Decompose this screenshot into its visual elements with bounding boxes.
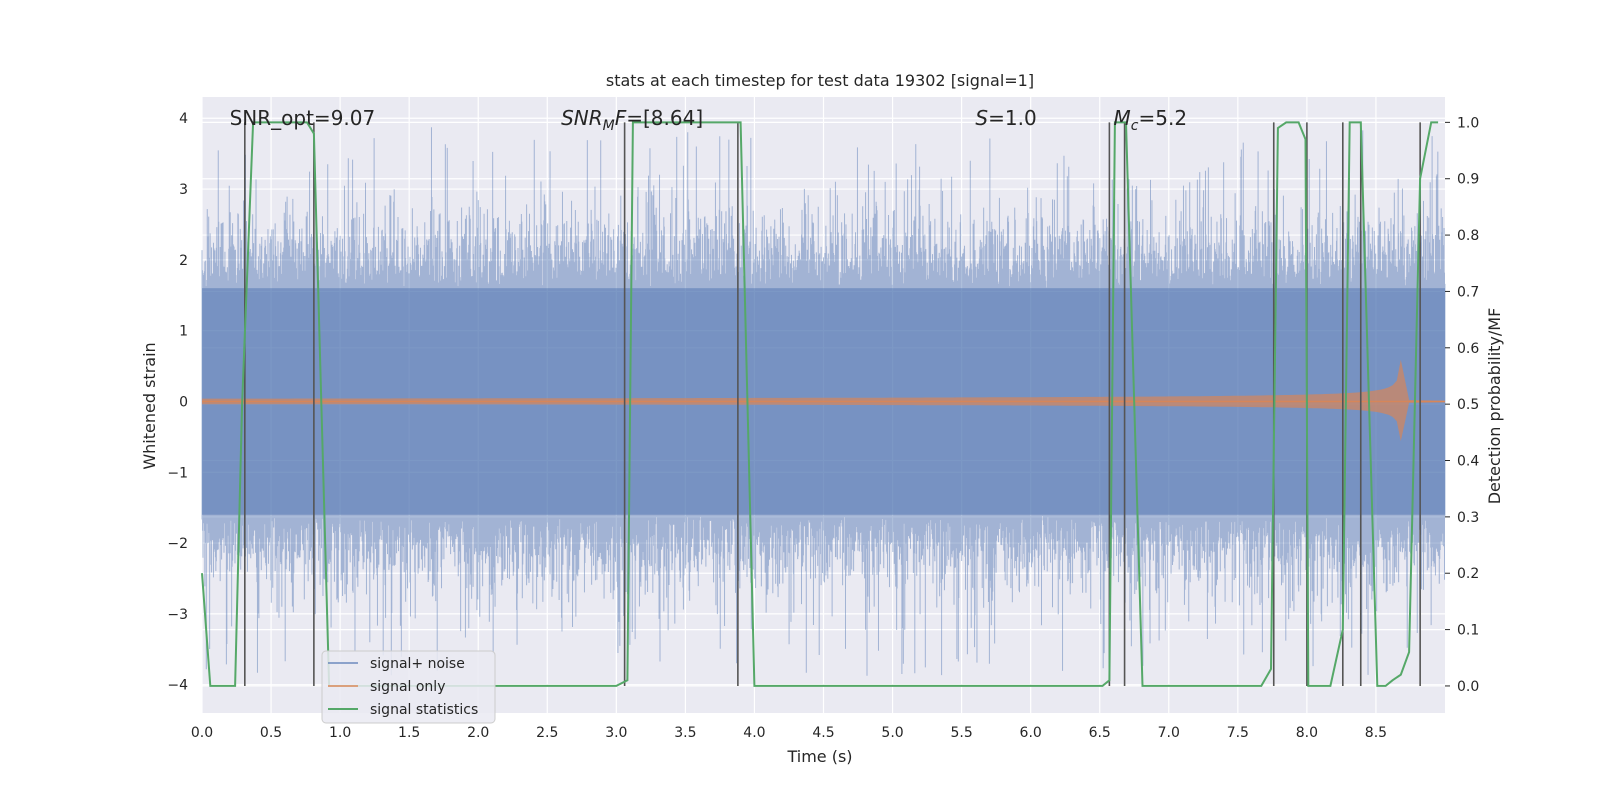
x-tick-label: 0.5 bbox=[260, 725, 282, 741]
y-right-tick-label: 0.7 bbox=[1457, 284, 1479, 300]
signal-only-trace bbox=[202, 359, 1445, 442]
y-right-tick-label: 0.8 bbox=[1457, 228, 1479, 244]
y-right-tick-label: 0.6 bbox=[1457, 341, 1479, 357]
annotation-italic-suffix: F bbox=[615, 106, 627, 130]
legend: signal+ noise signal only signal statist… bbox=[321, 650, 496, 724]
y-axis-label: Whitened strain bbox=[140, 342, 159, 469]
legend-item-signal: signal only bbox=[370, 679, 445, 695]
signal-chirp-envelope bbox=[202, 359, 1445, 442]
annotation-mc: Mc=5.2 bbox=[1114, 106, 1188, 134]
annotation-s-stat: S=1.0 bbox=[975, 106, 1036, 130]
y-tick-label: −3 bbox=[167, 607, 188, 623]
x-tick-label: 2.5 bbox=[536, 725, 558, 741]
y-tick-label: −4 bbox=[167, 678, 188, 694]
x-tick-label: 5.5 bbox=[950, 725, 972, 741]
x-tick-label: 7.5 bbox=[1227, 725, 1249, 741]
legend-box bbox=[321, 650, 496, 724]
x-tick-label: 1.0 bbox=[329, 725, 351, 741]
x-tick-label: 7.0 bbox=[1158, 725, 1180, 741]
annotation-subscript: c bbox=[1131, 118, 1139, 134]
annotation-value: =[8.64] bbox=[626, 106, 703, 130]
x-tick-label: 3.5 bbox=[674, 725, 696, 741]
y-tick-label: 0 bbox=[179, 394, 188, 410]
annotation-base: S bbox=[975, 106, 988, 130]
x-tick-label: 6.5 bbox=[1089, 725, 1111, 741]
annotations: SNR_opt=9.07 SNRMF=[8.64] S=1.0 Mc=5.2 bbox=[230, 106, 1187, 134]
annotation-value: =1.0 bbox=[988, 106, 1037, 130]
y-tick-label: 4 bbox=[179, 111, 188, 127]
signal-statistics-trace bbox=[201, 121, 1439, 687]
y-tick-label: 1 bbox=[179, 324, 188, 340]
y-right-tick-label: 0.5 bbox=[1457, 397, 1479, 413]
x-tick-label: 1.5 bbox=[398, 725, 420, 741]
legend-item-noise: signal+ noise bbox=[370, 656, 465, 672]
y-tick-label: 2 bbox=[179, 253, 188, 269]
x-axis-label: Time (s) bbox=[786, 747, 852, 766]
legend-item-stats: signal statistics bbox=[370, 702, 478, 718]
x-tick-label: 2.0 bbox=[467, 725, 489, 741]
y-right-tick-label: 0.0 bbox=[1457, 679, 1479, 695]
y-right-tick-label: 0.3 bbox=[1457, 510, 1479, 526]
x-tick-label: 3.0 bbox=[605, 725, 627, 741]
y-tick-label: 3 bbox=[179, 182, 188, 198]
y-right-tick-label: 0.2 bbox=[1457, 566, 1479, 582]
x-tick-label: 5.0 bbox=[881, 725, 903, 741]
y-axis-right-label: Detection probability/MF bbox=[1485, 308, 1504, 505]
y-right-tick-label: 0.4 bbox=[1457, 454, 1479, 470]
axis-ticks: 0.0 0.5 1.0 1.5 2.0 2.5 3.0 3.5 4.0 4.5 5.0 5.5 6.0 6… bbox=[167, 111, 1479, 741]
stats-line bbox=[201, 121, 1439, 687]
x-tick-label: 6.0 bbox=[1020, 725, 1042, 741]
annotation-value: =5.2 bbox=[1139, 106, 1188, 130]
y-tick-label: −2 bbox=[167, 536, 188, 552]
annotation-snr-mf: SNRMF=[8.64] bbox=[561, 106, 703, 134]
y-right-tick-label: 1.0 bbox=[1457, 115, 1479, 131]
x-tick-label: 0.0 bbox=[191, 725, 213, 741]
x-tick-label: 4.5 bbox=[812, 725, 834, 741]
y-tick-label: −1 bbox=[167, 465, 188, 481]
annotation-base: M bbox=[1114, 106, 1131, 130]
x-tick-label: 8.0 bbox=[1296, 725, 1318, 741]
annotation-snr-opt: SNR_opt=9.07 bbox=[230, 106, 376, 130]
x-tick-label: 4.0 bbox=[743, 725, 765, 741]
y-right-tick-label: 0.1 bbox=[1457, 623, 1479, 639]
annotation-base: SNR bbox=[561, 106, 603, 130]
chart-title: stats at each timestep for test data 193… bbox=[606, 71, 1034, 90]
annotation-subscript: M bbox=[603, 118, 615, 134]
x-tick-label: 8.5 bbox=[1365, 725, 1387, 741]
y-right-tick-label: 0.9 bbox=[1457, 172, 1479, 188]
